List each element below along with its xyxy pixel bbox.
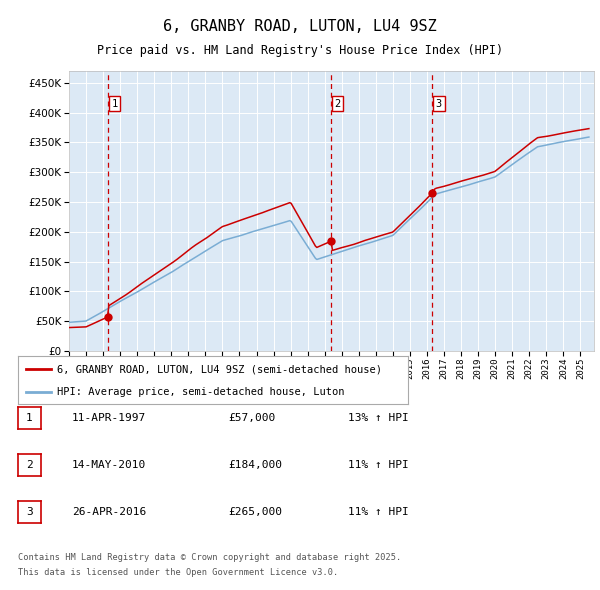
Text: 14-MAY-2010: 14-MAY-2010 <box>72 460 146 470</box>
Text: 6, GRANBY ROAD, LUTON, LU4 9SZ: 6, GRANBY ROAD, LUTON, LU4 9SZ <box>163 19 437 34</box>
Text: 11-APR-1997: 11-APR-1997 <box>72 413 146 422</box>
Text: £57,000: £57,000 <box>228 413 275 422</box>
Text: 1: 1 <box>111 99 118 109</box>
Text: 2: 2 <box>334 99 341 109</box>
Text: 2: 2 <box>26 460 33 470</box>
Text: This data is licensed under the Open Government Licence v3.0.: This data is licensed under the Open Gov… <box>18 568 338 577</box>
Text: 3: 3 <box>26 507 33 517</box>
Text: £184,000: £184,000 <box>228 460 282 470</box>
Text: 26-APR-2016: 26-APR-2016 <box>72 507 146 517</box>
Text: 3: 3 <box>436 99 442 109</box>
Text: HPI: Average price, semi-detached house, Luton: HPI: Average price, semi-detached house,… <box>57 387 344 397</box>
Text: 13% ↑ HPI: 13% ↑ HPI <box>348 413 409 422</box>
Text: 6, GRANBY ROAD, LUTON, LU4 9SZ (semi-detached house): 6, GRANBY ROAD, LUTON, LU4 9SZ (semi-det… <box>57 364 382 374</box>
Text: 11% ↑ HPI: 11% ↑ HPI <box>348 507 409 517</box>
Text: Contains HM Land Registry data © Crown copyright and database right 2025.: Contains HM Land Registry data © Crown c… <box>18 553 401 562</box>
Text: 11% ↑ HPI: 11% ↑ HPI <box>348 460 409 470</box>
Text: Price paid vs. HM Land Registry's House Price Index (HPI): Price paid vs. HM Land Registry's House … <box>97 44 503 57</box>
Text: 1: 1 <box>26 413 33 422</box>
Text: £265,000: £265,000 <box>228 507 282 517</box>
